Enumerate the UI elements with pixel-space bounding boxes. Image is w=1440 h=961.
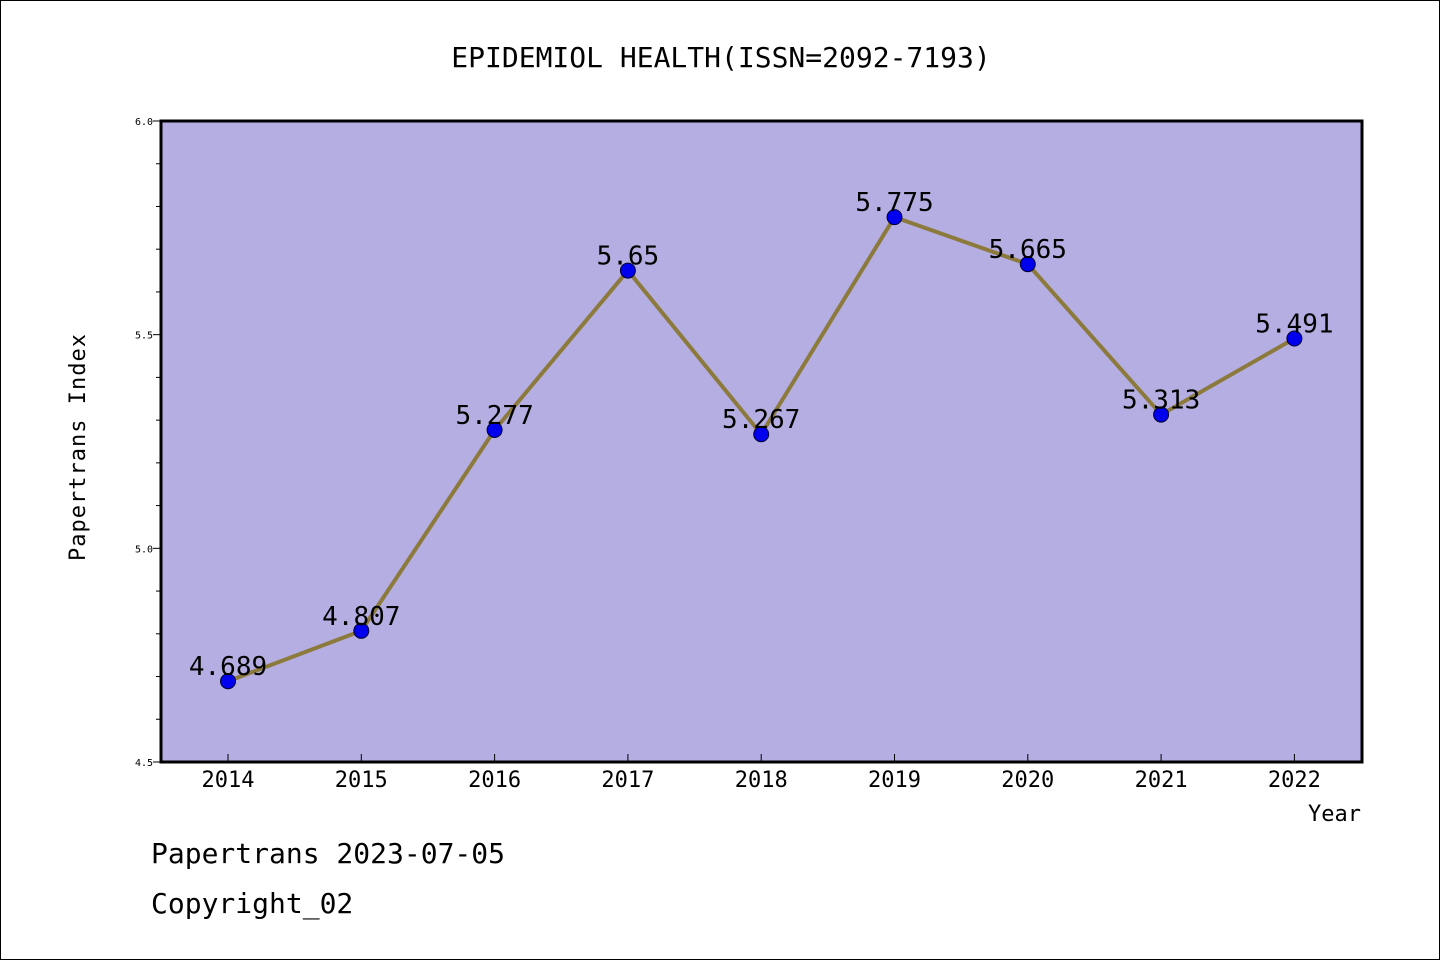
x-tick-label: 2018 (735, 768, 788, 793)
x-axis-ticks: 2014 2015 2016 2017 2018 2019 2020 2021 2022 (202, 754, 1321, 793)
data-label: 4.689 (189, 652, 267, 682)
x-tick-label: 2015 (335, 768, 388, 793)
x-tick-label: 2016 (468, 768, 521, 793)
y-tick-label: 5.5 (135, 331, 153, 342)
y-tick-label: 4.5 (135, 758, 153, 769)
data-point (220, 673, 236, 690)
data-label: 5.491 (1255, 310, 1333, 340)
x-tick-label: 2014 (202, 768, 255, 793)
data-point (753, 426, 770, 443)
data-label: 4.807 (322, 602, 400, 632)
y-tick-label: 6.0 (135, 117, 153, 128)
data-label: 5.267 (722, 405, 800, 435)
data-label: 5.775 (855, 188, 933, 218)
chart-title: EPIDEMIOL HEALTH(ISSN=2092-7193) (451, 41, 990, 74)
data-label: 5.665 (989, 235, 1067, 265)
y-axis-label: Papertrans Index (66, 333, 91, 561)
data-label: 5.65 (597, 242, 660, 272)
x-tick-label: 2019 (868, 768, 921, 793)
data-point (353, 622, 370, 639)
series-group: 4.689 4.807 5.277 5.65 5.267 5.775 5.665 5.313 5… (189, 188, 1334, 690)
data-point (486, 421, 503, 438)
data-point (886, 209, 903, 226)
data-point (1286, 330, 1303, 347)
data-point (1019, 256, 1036, 273)
x-tick-label: 2020 (1001, 768, 1054, 793)
x-tick-label: 2017 (601, 768, 654, 793)
footer-date: Papertrans 2023-07-05 (151, 837, 506, 870)
data-point (619, 262, 636, 279)
data-label: 5.313 (1122, 386, 1200, 416)
footer-copyright: Copyright_02 (151, 887, 354, 920)
data-point (1153, 406, 1170, 423)
x-axis-label: Year (1308, 802, 1361, 827)
x-tick-label: 2021 (1135, 768, 1188, 793)
x-tick-label: 2022 (1268, 768, 1321, 793)
y-tick-label: 5.0 (135, 544, 153, 555)
data-label: 5.277 (455, 401, 533, 431)
y-axis-ticks: 4.5 5.0 5.5 6.0 (135, 117, 161, 769)
